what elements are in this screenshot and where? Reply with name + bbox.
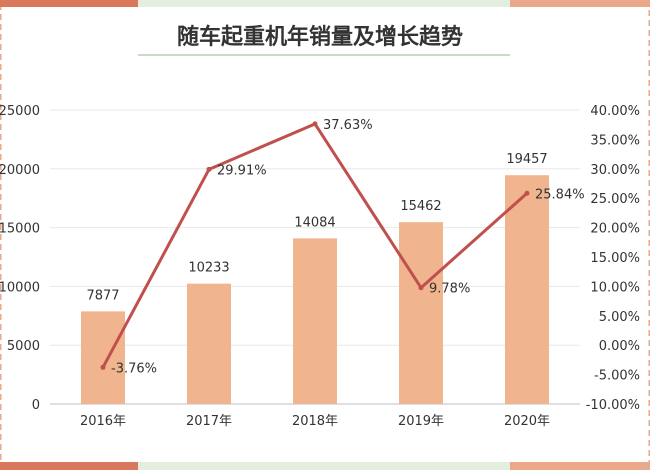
right-tick-label: 10.00% <box>590 280 640 295</box>
line-point <box>206 166 212 172</box>
bar-value-label: 19457 <box>506 152 547 167</box>
frame-corner-top-left <box>0 0 138 7</box>
frame-top-band <box>138 0 510 7</box>
x-axis: 2016年 2017年 2018年 2019年 2020年 <box>50 403 580 429</box>
left-tick-label: 5000 <box>7 339 40 354</box>
frame-corner-bottom-left <box>0 462 138 470</box>
line-point <box>100 364 106 370</box>
bar <box>187 283 231 404</box>
line-value-label: 37.63% <box>323 118 373 133</box>
x-tick-label: 2020年 <box>504 414 550 429</box>
chart-title: 随车起重机年销量及增长趋势 <box>177 24 463 50</box>
bar <box>505 175 549 404</box>
frame-corner-bottom-right <box>510 462 650 470</box>
line-value-label: 29.91% <box>217 163 267 178</box>
bar-series <box>81 175 549 404</box>
x-tick-label: 2016年 <box>80 414 126 429</box>
right-tick-label: -5.00% <box>594 369 640 384</box>
right-y-axis: -10.00% -5.00% 0.00% 5.00% 10.00% 15.00% 20.00… <box>586 104 640 413</box>
line-value-label: -3.76% <box>111 361 157 376</box>
line-value-label: 25.84% <box>535 187 585 202</box>
line-point <box>312 121 318 127</box>
left-y-axis: 0 5000 10000 15000 20000 25000 <box>0 104 40 413</box>
line-value-label: 9.78% <box>429 282 470 297</box>
bar-value-label: 10233 <box>188 261 229 276</box>
left-tick-label: 25000 <box>0 104 40 119</box>
bar <box>399 222 443 404</box>
frame-bottom-band <box>138 462 510 470</box>
left-tick-label: 20000 <box>0 163 40 178</box>
right-tick-label: 35.00% <box>590 133 640 148</box>
left-tick-label: 10000 <box>0 280 40 295</box>
frame-corner-top-right <box>510 0 650 7</box>
right-tick-label: 40.00% <box>590 104 640 119</box>
x-tick-label: 2018年 <box>292 414 338 429</box>
right-tick-label: -10.00% <box>586 398 640 413</box>
right-tick-label: 0.00% <box>599 339 640 354</box>
line-point <box>418 285 424 291</box>
bar-value-label: 15462 <box>400 199 441 214</box>
bar <box>293 238 337 404</box>
line-point <box>524 190 530 196</box>
left-tick-label: 0 <box>32 398 40 413</box>
bar-value-label: 7877 <box>86 288 119 303</box>
data-labels: 7877 10233 14084 15462 19457 -3.76% 29.91% 37.6… <box>86 118 584 376</box>
right-tick-label: 25.00% <box>590 192 640 207</box>
right-tick-label: 30.00% <box>590 163 640 178</box>
x-tick-label: 2017年 <box>186 414 232 429</box>
bar-value-label: 14084 <box>294 215 335 230</box>
line-series <box>100 121 530 370</box>
right-tick-label: 20.00% <box>590 222 640 237</box>
right-tick-label: 15.00% <box>590 251 640 266</box>
bar <box>81 311 125 404</box>
x-tick-label: 2019年 <box>398 414 444 429</box>
right-tick-label: 5.00% <box>599 310 640 325</box>
left-tick-label: 15000 <box>0 222 40 237</box>
